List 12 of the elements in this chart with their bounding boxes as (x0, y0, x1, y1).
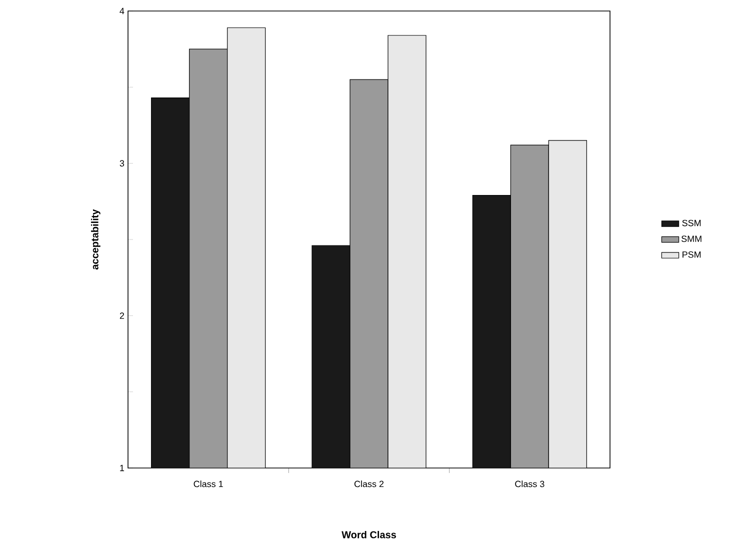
x-tick-label: Class 3 (515, 480, 544, 488)
y-tick-label: 3 (120, 160, 124, 167)
legend-label: SSM (682, 220, 701, 226)
y-tick-label: 4 (120, 8, 124, 14)
legend-label: SMM (681, 236, 702, 242)
y-tick-label: 2 (120, 312, 124, 319)
x-tick-label: Class 1 (194, 480, 223, 488)
y-axis-title: acceptability (91, 209, 100, 270)
x-axis-title: Word Class (342, 530, 396, 538)
y-tick-label: 1 (120, 464, 124, 472)
x-tick-label: Class 2 (354, 480, 384, 488)
legend-label: PSM (682, 251, 701, 258)
